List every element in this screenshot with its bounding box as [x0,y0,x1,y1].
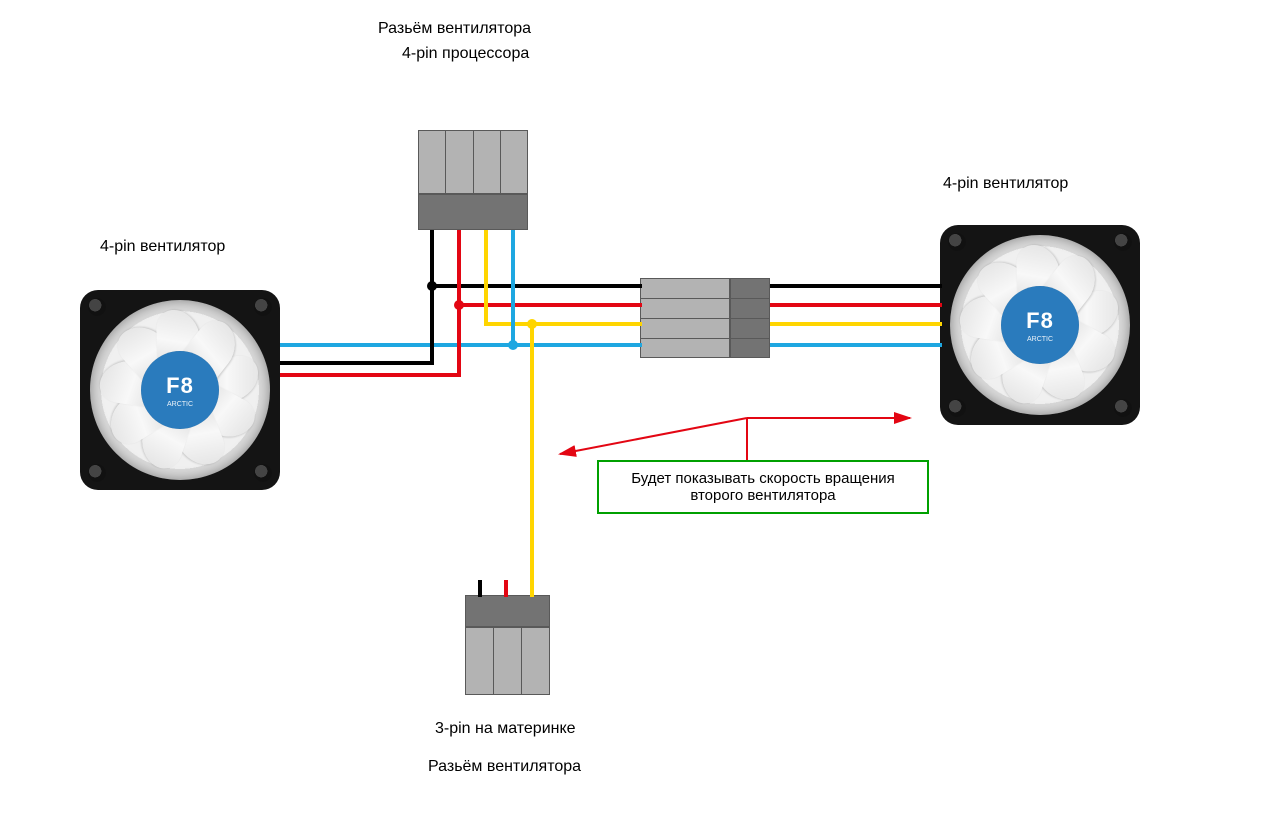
fan-brand: ARCTIC [167,401,193,408]
wire-tach [530,324,534,597]
fan-mount-hole [254,298,272,316]
callout-tach-note: Будет показывать скорость вращения второ… [597,460,929,514]
wire-gnd [430,284,434,365]
fan-rotor: F8 ARCTIC [90,300,270,480]
wire-tach [484,230,488,324]
conn-bottom-label-1: 3-pin на материнке [435,720,576,738]
fan-mount-hole [1114,399,1132,417]
fan-mount-hole [948,233,966,251]
left-fan-label: 4-pin вентилятор [100,238,225,256]
wire-vcc [770,303,942,307]
wire-node-vcc [454,300,464,310]
wire-pwm [280,343,642,347]
connector-splice-male [730,278,770,358]
connector-splice-female [640,278,730,358]
fan-mount-hole [254,464,272,482]
right-fan-label: 4-pin вентилятор [943,175,1068,193]
fan-brand: ARCTIC [1027,336,1053,343]
fan-right: F8 ARCTIC [940,225,1140,425]
wire-gnd [430,284,642,288]
wire-stub-vcc [504,580,508,597]
fan-mount-hole [88,464,106,482]
wire-pwm [511,230,515,345]
wire-stub-gnd [478,580,482,597]
conn-bottom-label-2: Разьём вентилятора [428,758,581,776]
fan-rotor: F8 ARCTIC [950,235,1130,415]
callout-line1: Будет показывать скорость вращения [613,470,913,487]
wire-node-gnd [427,281,437,291]
wire-tach [770,322,942,326]
fan-model: F8 [1026,308,1054,334]
connector-cpu-4pin [418,130,528,230]
fan-model: F8 [166,373,194,399]
wire-gnd [280,361,434,365]
wire-node-tach [527,319,537,329]
fan-mount-hole [1114,233,1132,251]
wire-vcc [457,303,461,377]
callout-line2: второго вентилятора [613,487,913,504]
wire-gnd [770,284,942,288]
fan-left: F8 ARCTIC [80,290,280,490]
fan-hub: F8 ARCTIC [141,351,219,429]
fan-hub: F8 ARCTIC [1001,286,1079,364]
wire-pwm [770,343,942,347]
conn-top-label-2: 4-pin процессора [402,45,529,63]
conn-top-label-1: Разьём вентилятора [378,20,531,38]
wire-vcc [457,230,461,305]
connector-mobo-3pin [465,595,550,695]
fan-mount-hole [88,298,106,316]
wire-tach [484,322,642,326]
wire-node-pwm [508,340,518,350]
wire-gnd [430,230,434,286]
wire-vcc [280,373,461,377]
fan-mount-hole [948,399,966,417]
